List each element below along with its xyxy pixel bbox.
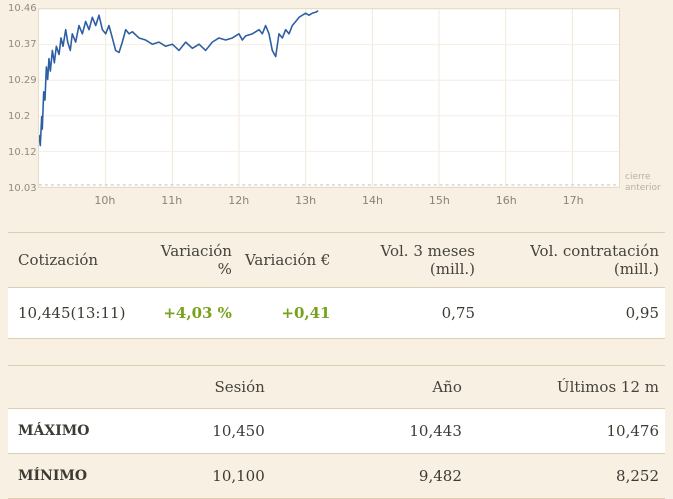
quote-header-cotizacion: Cotización [8,232,146,288]
y-axis-label: 10.37 [8,39,37,50]
x-axis-label: 17h [562,194,584,207]
y-axis-label: 10.12 [8,147,37,158]
y-axis-label: 10.46 [8,3,37,14]
x-axis-label: 13h [295,194,317,207]
x-axis-label: 10h [94,194,116,207]
x-axis-label: 16h [495,194,517,207]
x-axis-label: 12h [228,194,250,207]
y-axis-label: 10.2 [8,111,31,122]
volume-traded-cell: 0,95 [481,287,665,339]
minimo-12m-cell: 8,252 [467,453,665,499]
maximo-12m-cell: 10,476 [467,408,665,454]
price-line-chart [39,9,619,187]
quote-header-row: Cotización Variación % Variación € Vol. … [8,232,665,288]
minimo-label: MÍNIMO [8,453,127,499]
maximo-ano-cell: 10,443 [270,408,468,454]
y-axis-label: 10.03 [8,183,37,194]
x-axis-label: 15h [428,194,450,207]
volume-3m-cell: 0,75 [336,287,482,339]
quote-header-variacion-pct: Variación % [145,232,238,288]
stats-row-minimo: MÍNIMO 10,100 9,482 8,252 [8,453,665,499]
previous-close-label: cierre anterior [625,171,661,193]
chart-plot-area [38,8,620,188]
variation-eur-cell: +0,41 [237,287,337,339]
stats-header-empty [8,365,127,409]
x-axis-label: 14h [361,194,383,207]
maximo-sesion-cell: 10,450 [126,408,271,454]
stats-row-maximo: MÁXIMO 10,450 10,443 10,476 [8,408,665,454]
minimo-sesion-cell: 10,100 [126,453,271,499]
stats-header-sesion: Sesión [126,365,271,409]
intraday-price-chart: 10.46 10.37 10.29 10.2 10.12 10.03 10h 11h 12h 1… [0,0,673,214]
x-axis: 10h 11h 12h 13h 14h 15h 16h 17h [0,194,673,208]
minimo-ano-cell: 9,482 [270,453,468,499]
stats-header-ano: Año [270,365,468,409]
quote-data-row: 10,445(13:11) +4,03 % +0,41 0,75 0,95 [8,287,665,339]
x-axis-label: 11h [161,194,183,207]
maximo-label: MÁXIMO [8,408,127,454]
stats-table: Sesión Año Últimos 12 m MÁXIMO 10,450 10… [8,365,665,499]
quote-header-vol-contratacion: Vol. contratación (mill.) [481,232,665,288]
stats-header-12m: Últimos 12 m [467,365,665,409]
variation-pct-cell: +4,03 % [145,287,238,339]
stats-header-row: Sesión Año Últimos 12 m [8,365,665,409]
y-axis-label: 10.29 [8,75,37,86]
current-price-cell: 10,445(13:11) [8,287,146,339]
quote-table: Cotización Variación % Variación € Vol. … [8,232,665,339]
quote-header-variacion-eur: Variación € [237,232,337,288]
quote-header-vol-3m: Vol. 3 meses (mill.) [336,232,482,288]
